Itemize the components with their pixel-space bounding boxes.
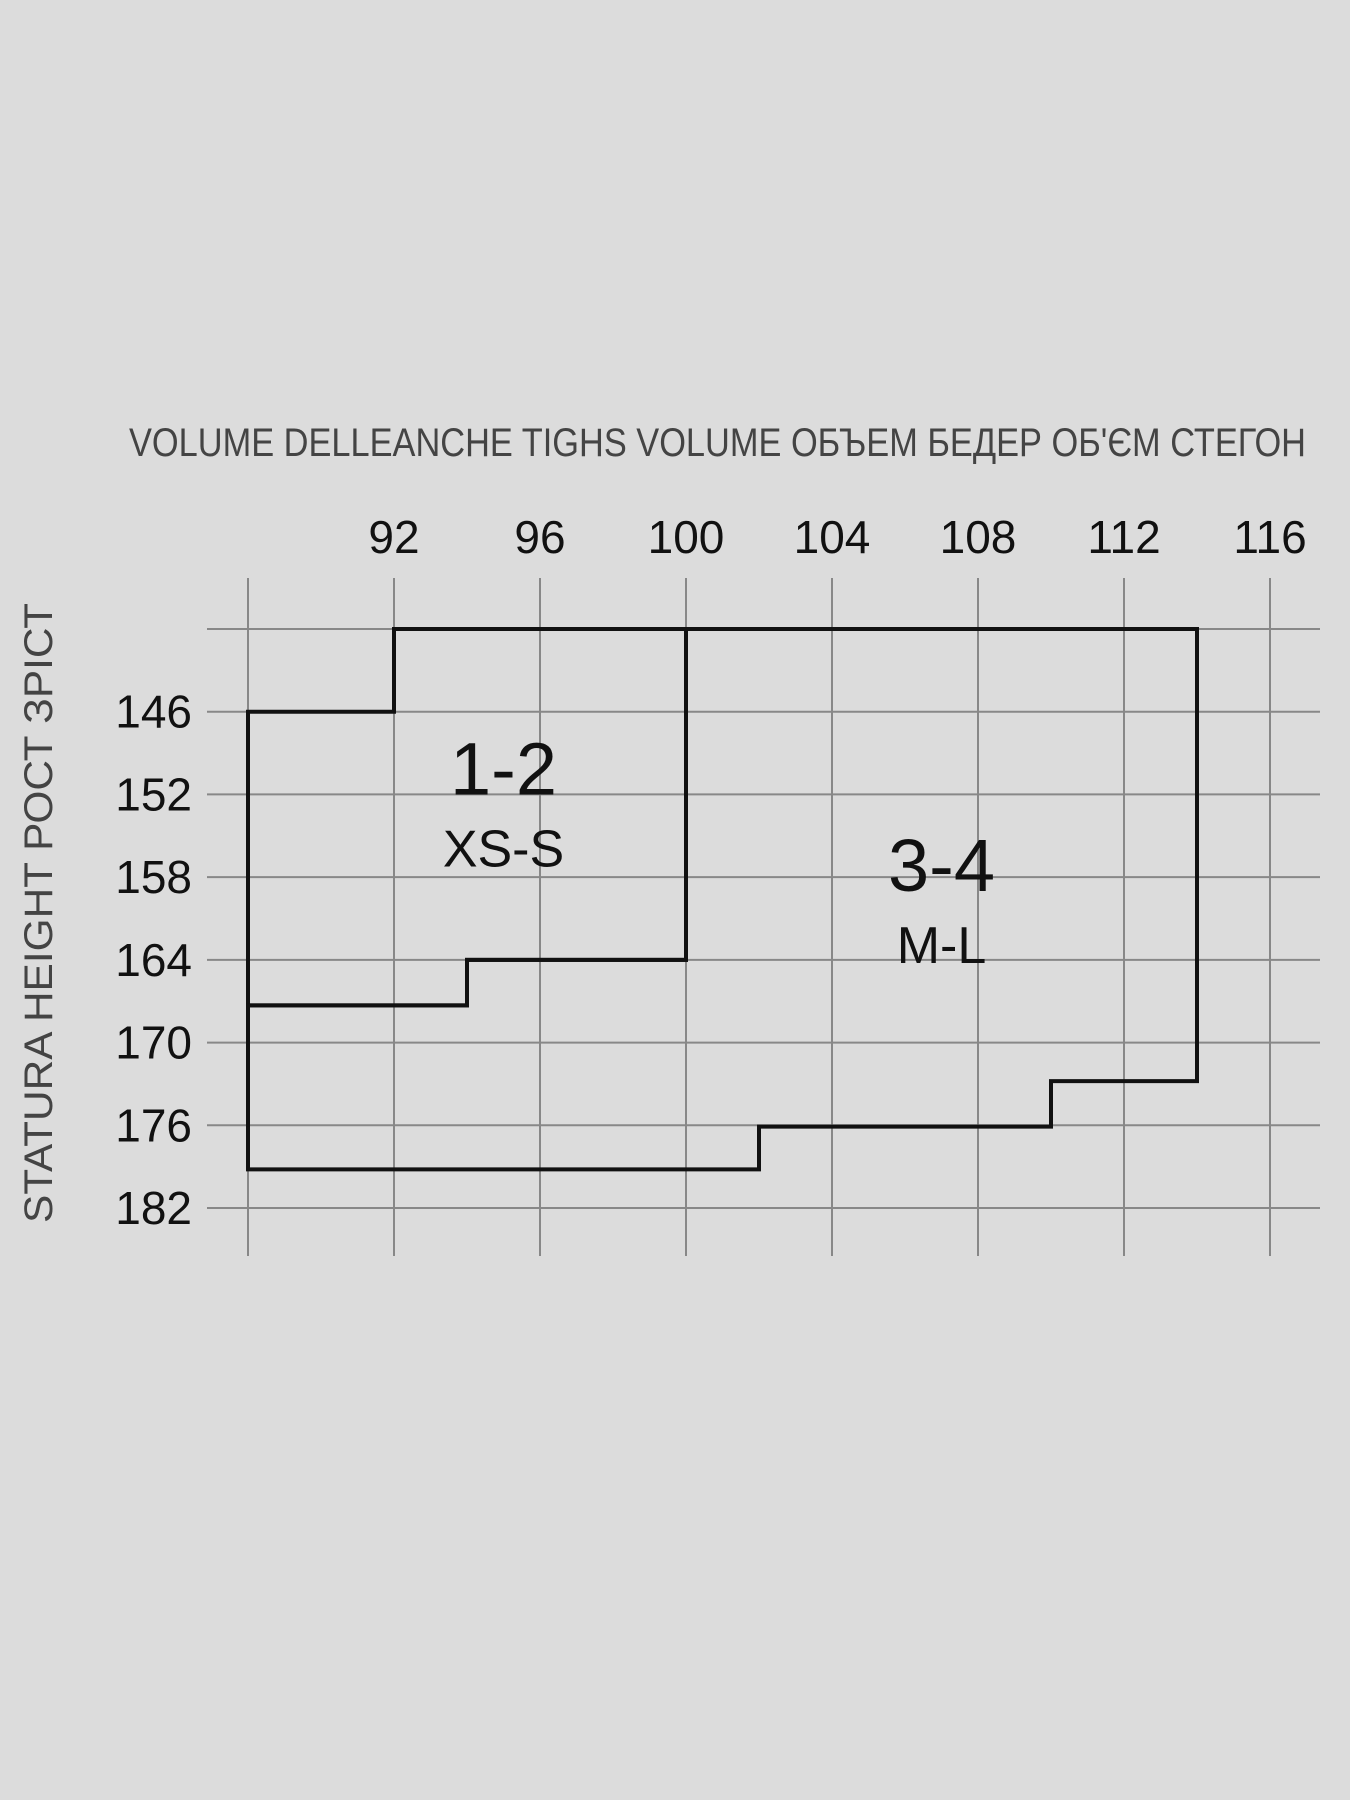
zone-label: 3-4 xyxy=(888,824,995,907)
x-tick-label: 112 xyxy=(1087,511,1160,563)
zone-outline-3-4 xyxy=(246,627,1199,1172)
x-tick-labels: 92 96 100 104 108 112 116 xyxy=(368,511,1306,563)
zone-label: 1-2 xyxy=(450,727,557,810)
y-axis-label: STATURA HEIGHT РОСТ ЗРІСТ xyxy=(17,603,61,1223)
zone-sublabel: M-L xyxy=(897,917,987,975)
x-tick-label: 108 xyxy=(940,511,1017,563)
size-zones: 1-2 XS-S 3-4 M-L xyxy=(246,627,1199,1172)
y-tick-label: 146 xyxy=(115,686,192,738)
x-tick-label: 104 xyxy=(794,511,871,563)
grid xyxy=(207,578,1320,1256)
x-tick-label: 100 xyxy=(648,511,725,563)
zone-sublabel: XS-S xyxy=(443,820,564,878)
y-tick-label: 176 xyxy=(115,1099,192,1151)
y-tick-label: 152 xyxy=(115,768,192,820)
y-tick-label: 182 xyxy=(115,1182,192,1234)
y-tick-labels: 146 152 158 164 170 176 182 xyxy=(115,686,192,1234)
y-tick-label: 170 xyxy=(115,1017,192,1069)
x-tick-label: 92 xyxy=(368,511,419,563)
y-tick-label: 164 xyxy=(115,934,192,986)
x-tick-label: 116 xyxy=(1233,511,1306,563)
chart-title: VOLUME DELLEANCHE TIGHS VOLUME ОБЪЕМ БЕД… xyxy=(129,421,1306,465)
y-tick-label: 158 xyxy=(115,851,192,903)
zone-outline-1-2 xyxy=(246,627,688,1008)
x-tick-label: 96 xyxy=(514,511,565,563)
